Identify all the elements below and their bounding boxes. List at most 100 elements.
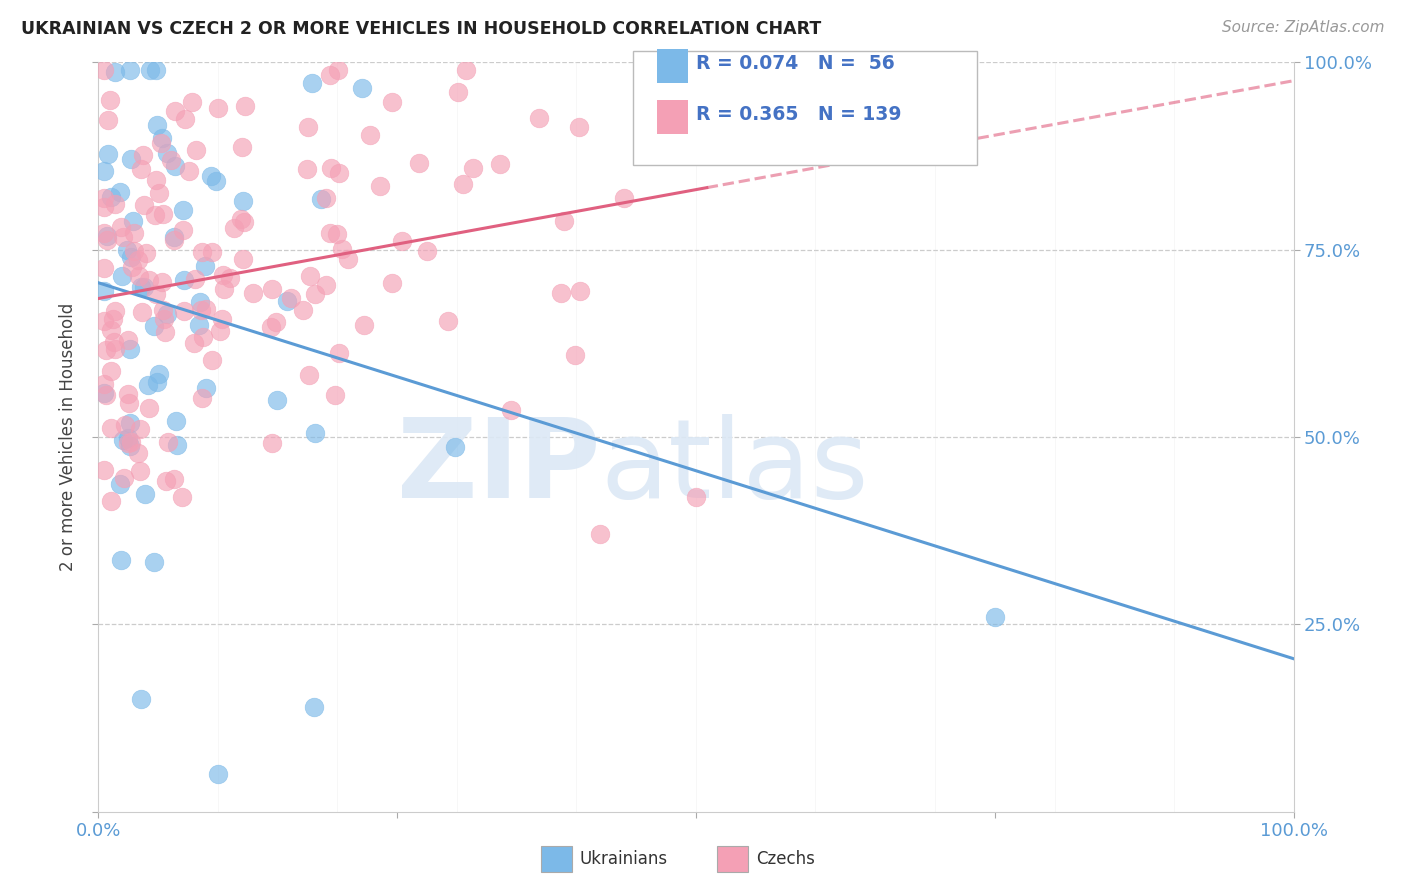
Point (165, 414, 187, 428)
Point (111, 433, 134, 447)
Point (110, 185, 132, 199)
Point (211, 268, 233, 283)
Point (276, 293, 298, 308)
Point (191, 244, 214, 259)
Point (315, 191, 337, 205)
Point (207, 101, 229, 115)
Point (328, 166, 350, 180)
Point (326, 227, 349, 241)
Point (437, 314, 460, 328)
Point (104, 65, 127, 79)
Point (155, 474, 177, 488)
Point (145, 62, 167, 77)
Point (97, 113, 120, 128)
Point (131, 279, 153, 293)
Point (108, 476, 131, 491)
Point (124, 244, 146, 258)
Point (302, 699, 325, 714)
Point (211, 312, 233, 326)
Point (93, 386, 115, 401)
Point (262, 435, 284, 450)
Point (209, 324, 232, 338)
Point (280, 291, 302, 305)
Point (131, 162, 153, 177)
Point (143, 556, 166, 570)
Point (297, 120, 319, 135)
Point (122, 214, 145, 228)
Point (180, 95, 202, 109)
Point (323, 388, 346, 402)
Point (232, 252, 254, 266)
Point (160, 153, 183, 167)
Point (142, 318, 165, 333)
Point (152, 303, 174, 318)
Point (350, 81, 373, 95)
Point (117, 333, 139, 347)
Point (132, 280, 155, 294)
Point (146, 375, 169, 389)
Point (191, 391, 214, 405)
Point (112, 230, 135, 244)
Point (138, 401, 160, 416)
Point (93, 463, 115, 477)
Point (685, 490, 707, 504)
Point (128, 268, 150, 283)
Point (415, 244, 437, 258)
Point (104, 342, 127, 356)
Point (120, 417, 142, 431)
Point (136, 378, 159, 392)
Point (173, 304, 195, 318)
Point (135, 245, 157, 260)
Point (359, 128, 381, 142)
Point (118, 62, 141, 77)
Point (165, 104, 187, 119)
Point (207, 767, 229, 781)
Point (315, 277, 337, 292)
Point (93, 285, 115, 299)
Point (127, 446, 149, 460)
Point (194, 259, 217, 273)
Point (319, 226, 342, 240)
Point (224, 220, 246, 235)
Point (242, 286, 264, 301)
Point (131, 304, 153, 318)
Point (96, 388, 118, 402)
Point (100, 364, 122, 378)
Point (104, 197, 127, 211)
Text: atlas: atlas (600, 414, 869, 521)
Point (120, 152, 142, 166)
Point (489, 157, 512, 171)
Point (117, 386, 139, 401)
Point (391, 234, 413, 248)
Point (184, 143, 207, 157)
Point (148, 367, 170, 381)
Point (100, 323, 122, 337)
Point (101, 312, 124, 326)
Point (134, 198, 156, 212)
Point (112, 471, 135, 485)
Point (188, 294, 211, 309)
Point (183, 335, 205, 350)
Text: Source: ZipAtlas.com: Source: ZipAtlas.com (1222, 20, 1385, 35)
Point (298, 368, 321, 382)
Point (152, 207, 174, 221)
Point (93, 261, 115, 276)
Point (170, 491, 193, 505)
Point (453, 177, 475, 191)
Point (103, 335, 125, 350)
Point (984, 610, 1007, 624)
Point (568, 284, 591, 298)
Point (304, 425, 326, 440)
Point (380, 95, 402, 109)
Point (162, 230, 184, 244)
Point (454, 62, 477, 77)
Point (659, 103, 682, 117)
Point (149, 136, 172, 150)
Point (408, 156, 430, 170)
Point (190, 303, 212, 318)
Point (264, 315, 287, 329)
Point (326, 62, 349, 77)
Point (150, 131, 173, 145)
Point (104, 304, 127, 318)
Point (138, 272, 160, 286)
